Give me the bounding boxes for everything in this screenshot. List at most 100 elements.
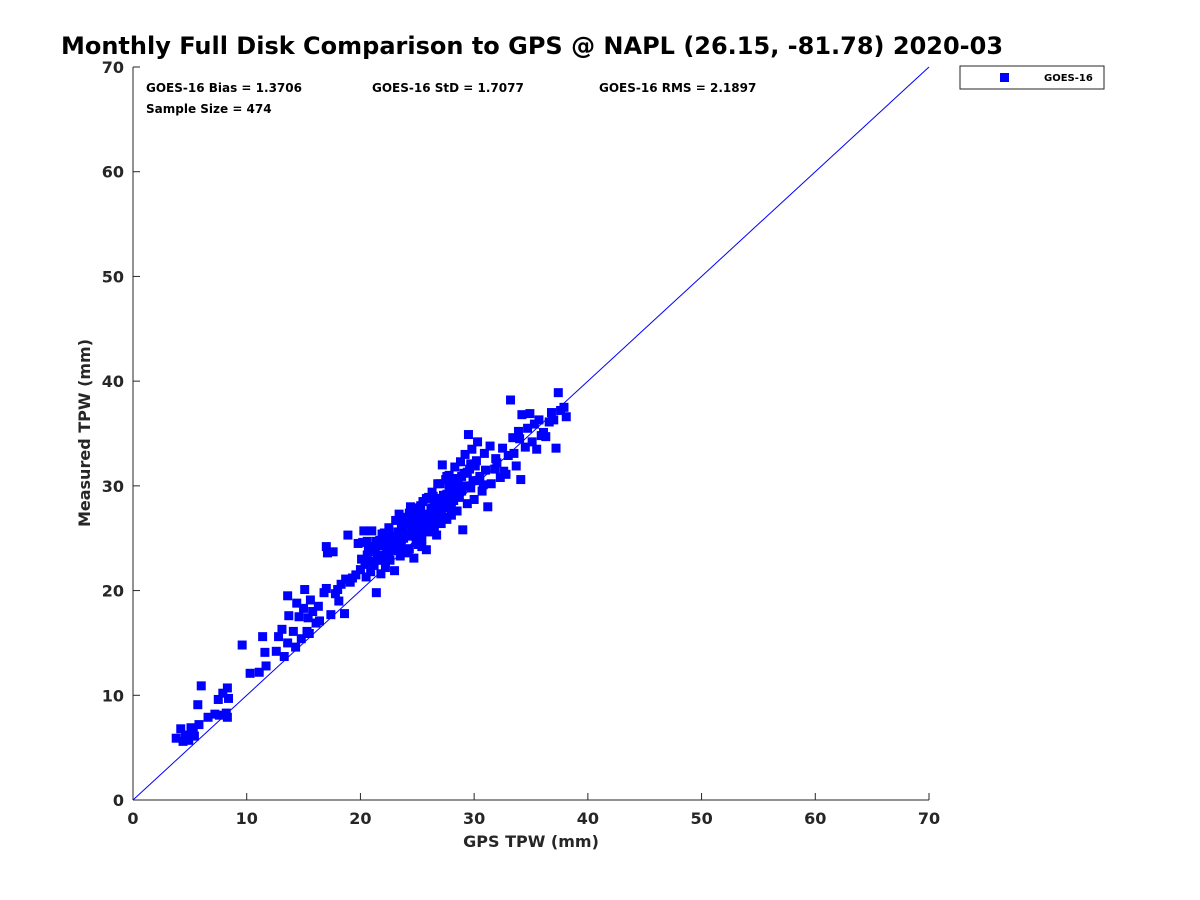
data-point	[420, 509, 430, 519]
data-point	[468, 476, 478, 486]
data-point	[427, 503, 437, 513]
data-point	[382, 537, 392, 547]
data-point	[336, 579, 346, 589]
data-point	[395, 551, 405, 561]
data-point	[479, 448, 489, 458]
chart-title: Monthly Full Disk Comparison to GPS @ NA…	[61, 32, 1003, 60]
data-point	[549, 415, 559, 425]
data-point	[343, 530, 353, 540]
data-point	[418, 518, 428, 528]
data-point	[305, 595, 315, 605]
data-point	[457, 471, 467, 481]
data-point	[517, 410, 527, 420]
rms-stat: GOES-16 RMS = 2.1897	[599, 81, 756, 95]
data-point	[284, 611, 294, 621]
x-tick-label: 40	[577, 809, 599, 828]
data-point	[421, 545, 431, 555]
data-point	[292, 598, 302, 608]
data-point	[411, 537, 421, 547]
data-point	[376, 569, 386, 579]
data-point	[361, 572, 371, 582]
data-point	[561, 412, 571, 422]
one-to-one-reference-line	[132, 66, 930, 801]
data-point	[481, 465, 491, 475]
x-tick-label: 50	[690, 809, 712, 828]
data-point	[178, 736, 188, 746]
data-point	[466, 483, 476, 493]
data-point	[333, 585, 343, 595]
data-point	[449, 478, 459, 488]
data-point	[511, 461, 521, 471]
x-tick-label: 30	[463, 809, 485, 828]
data-point	[274, 632, 284, 642]
data-point	[390, 566, 400, 576]
data-point	[449, 488, 459, 498]
data-point	[525, 409, 535, 419]
data-point	[300, 585, 310, 595]
y-axis-label: Measured TPW (mm)	[75, 339, 94, 527]
data-point	[450, 462, 460, 472]
data-point	[193, 700, 203, 710]
data-point	[334, 596, 344, 606]
data-point	[471, 456, 481, 466]
data-point	[258, 632, 268, 642]
y-tick-label: 10	[102, 686, 124, 705]
data-point	[553, 388, 563, 398]
data-point	[515, 434, 525, 444]
y-tick-label: 40	[102, 372, 124, 391]
y-axis-ticks: 0 10 20 30 40 50 60 70	[102, 58, 140, 810]
data-point	[321, 542, 331, 552]
data-point	[365, 556, 375, 566]
x-tick-label: 10	[236, 809, 258, 828]
data-point	[222, 683, 232, 693]
data-point	[508, 433, 518, 443]
data-point	[184, 735, 194, 745]
data-point	[469, 494, 479, 504]
data-point	[490, 464, 500, 474]
data-point	[362, 536, 372, 546]
y-tick-label: 50	[102, 267, 124, 286]
legend-marker-square	[1000, 73, 1009, 82]
data-point	[299, 603, 309, 613]
data-point	[303, 613, 313, 623]
data-point	[355, 565, 365, 575]
data-point	[425, 511, 435, 521]
data-point	[454, 492, 464, 502]
data-point	[377, 529, 387, 539]
data-point	[474, 476, 484, 486]
data-point	[529, 419, 539, 429]
data-point	[218, 688, 228, 698]
data-point	[434, 493, 444, 503]
data-point	[194, 720, 204, 730]
data-point	[444, 483, 454, 493]
data-point	[341, 574, 351, 584]
data-point	[551, 443, 561, 453]
data-point	[395, 541, 405, 551]
data-point	[559, 402, 569, 412]
data-point	[442, 471, 452, 481]
data-point	[326, 610, 336, 620]
data-point	[384, 551, 394, 561]
data-point	[396, 524, 406, 534]
data-point	[353, 538, 363, 548]
data-points	[171, 388, 571, 746]
y-tick-label: 70	[102, 58, 124, 77]
data-point	[435, 479, 445, 489]
data-point	[390, 539, 400, 549]
data-point	[491, 454, 501, 464]
data-point	[291, 642, 301, 652]
data-point	[394, 509, 404, 519]
data-point	[214, 710, 224, 720]
data-point	[391, 515, 401, 525]
data-point	[470, 461, 480, 471]
data-point	[429, 522, 439, 532]
data-point	[283, 638, 293, 648]
data-point	[466, 459, 476, 469]
data-point	[367, 545, 377, 555]
data-point	[321, 583, 331, 593]
data-point	[499, 466, 509, 476]
data-point	[506, 395, 516, 405]
data-point	[408, 513, 418, 523]
data-point	[463, 430, 473, 440]
std-stat: GOES-16 StD = 1.7077	[372, 81, 524, 95]
